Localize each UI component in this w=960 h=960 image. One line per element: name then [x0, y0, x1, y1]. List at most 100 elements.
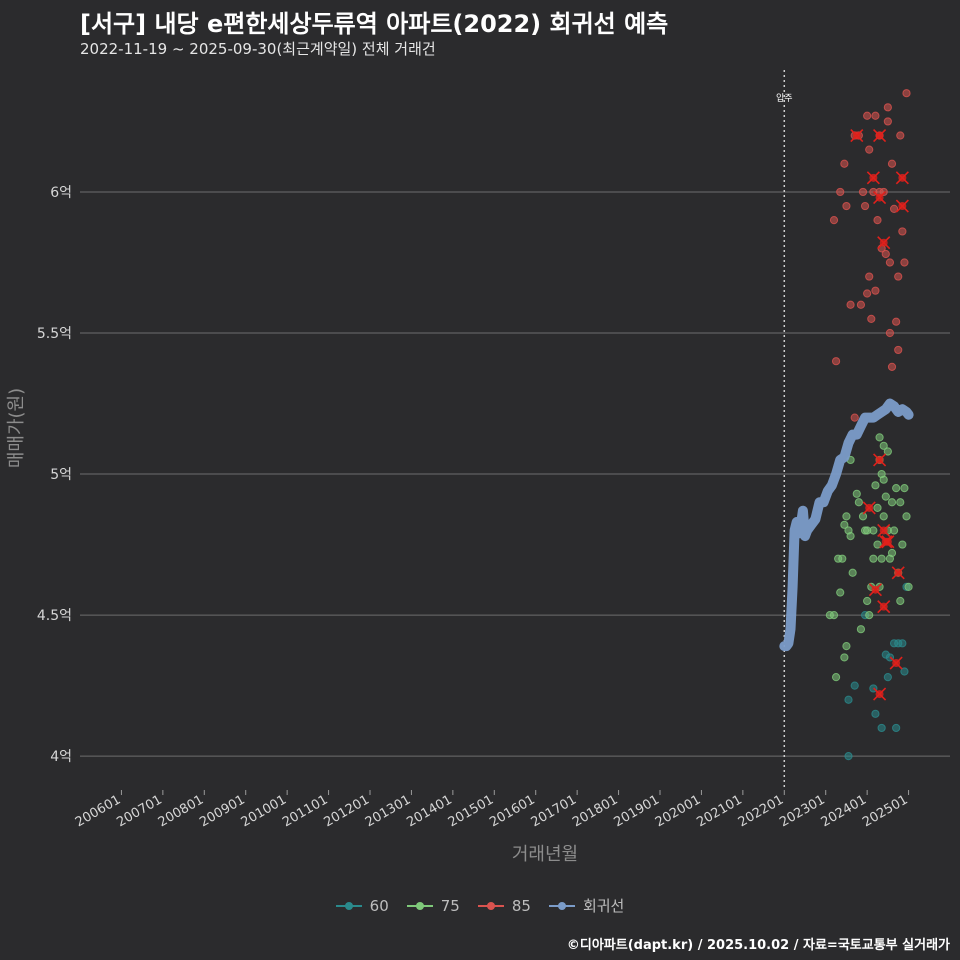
- data-point-60: [877, 723, 886, 733]
- data-point-75: [842, 642, 851, 651]
- legend-item-60: 60: [335, 895, 389, 916]
- data-point-85: [856, 300, 866, 309]
- data-point-75: [842, 512, 851, 521]
- data-point-85: [883, 103, 892, 112]
- data-point-75: [863, 596, 872, 606]
- data-point-75: [852, 489, 861, 498]
- legend: 60 75 85 회귀선: [0, 895, 960, 916]
- data-point-75: [858, 512, 868, 521]
- x-tick-label: 201301: [363, 792, 413, 830]
- data-point-85: [887, 362, 897, 371]
- x-tick-label: 201101: [280, 792, 330, 830]
- data-point-85: [896, 131, 905, 140]
- data-point-75: [896, 596, 905, 606]
- data-point-75: [840, 520, 849, 529]
- data-point-75: [848, 568, 857, 577]
- data-point-85: [858, 187, 868, 197]
- move-in-label: 입주: [776, 92, 793, 104]
- legend-key-regression: [548, 900, 575, 912]
- data-point-75: [896, 498, 905, 507]
- data-point-85: [871, 111, 880, 120]
- legend-label-regression: 회귀선: [582, 897, 625, 915]
- legend-key-75: [406, 900, 433, 912]
- x-tick-label: 200701: [114, 792, 164, 830]
- data-point-85: [892, 317, 901, 326]
- data-point-60: [844, 695, 853, 704]
- cross-marker: [873, 191, 887, 205]
- chart-subtitle: 2022-11-19 ~ 2025-09-30(최근계약일) 전체 거래건: [80, 40, 436, 58]
- data-point-75: [898, 540, 907, 549]
- x-tick-label: 201501: [446, 792, 496, 830]
- data-point-85: [887, 159, 897, 168]
- data-point-75: [869, 554, 878, 563]
- credit-text: ©디아파트(dapt.kr) / 2025.10.02 / 자료=국토교통부 실…: [566, 938, 950, 953]
- data-point-85: [836, 187, 845, 197]
- x-tick-label: 201701: [529, 792, 579, 830]
- data-point-85: [840, 159, 849, 168]
- data-point-75: [881, 492, 890, 501]
- data-point-60: [892, 723, 901, 733]
- data-point-60: [898, 639, 907, 648]
- x-axis-label: 거래년월: [512, 844, 578, 865]
- cross-marker: [889, 656, 903, 670]
- x-tick-label: 202301: [777, 792, 827, 830]
- y-tick-label: 6억: [50, 185, 72, 201]
- data-point-85: [894, 345, 903, 355]
- cross-marker: [877, 236, 891, 250]
- cross-marker: [873, 453, 887, 467]
- data-point-75: [865, 610, 874, 620]
- data-point-85: [883, 117, 892, 126]
- data-point-75: [879, 441, 888, 450]
- y-tick-label: 5.5억: [37, 326, 72, 342]
- data-point-75: [879, 475, 888, 484]
- x-tick-label: 200601: [73, 792, 123, 830]
- cross-marker: [866, 171, 880, 185]
- x-tick-label: 202401: [819, 792, 869, 830]
- data-point-75: [873, 503, 882, 512]
- x-tick-label: 202101: [694, 792, 744, 830]
- data-point-85: [889, 204, 899, 213]
- data-point-60: [844, 752, 853, 761]
- data-point-75: [902, 512, 911, 521]
- y-tick-label: 5억: [50, 467, 72, 483]
- data-point-85: [871, 286, 880, 295]
- x-tick-label: 201001: [239, 792, 289, 830]
- cross-marker: [891, 566, 905, 580]
- data-point-85: [831, 357, 841, 366]
- data-point-75: [879, 512, 888, 521]
- data-point-75: [856, 625, 866, 634]
- cross-marker: [873, 128, 887, 143]
- data-point-85: [829, 216, 839, 225]
- data-point-75: [838, 554, 847, 563]
- cross-marker: [895, 171, 909, 185]
- legend-key-85: [477, 900, 504, 912]
- data-point-85: [842, 201, 851, 211]
- cross-marker: [850, 128, 864, 143]
- data-point-75: [831, 673, 841, 682]
- legend-label-60: 60: [369, 896, 389, 915]
- legend-item-85: 85: [477, 895, 531, 916]
- data-point-60: [850, 681, 859, 690]
- data-point-75: [863, 526, 872, 535]
- x-tick-label: 201801: [570, 792, 620, 830]
- y-tick-label: 4.5억: [37, 608, 72, 624]
- x-tick-label: 201401: [404, 792, 454, 830]
- data-point-75: [889, 526, 899, 535]
- data-point-85: [846, 300, 855, 309]
- cross-marker: [895, 199, 909, 213]
- legend-label-85: 85: [511, 896, 531, 915]
- data-point-75: [829, 610, 839, 620]
- x-tick-label: 201901: [612, 792, 662, 830]
- x-tick-label: 201601: [487, 792, 537, 830]
- cross-marker: [877, 600, 891, 614]
- data-point-85: [881, 249, 890, 259]
- data-point-85: [865, 272, 874, 281]
- data-point-85: [867, 314, 876, 323]
- data-point-85: [885, 258, 895, 267]
- legend-item-regression: 회귀선: [548, 895, 625, 916]
- data-point-60: [883, 673, 892, 682]
- legend-key-60: [335, 900, 362, 912]
- cross-marker: [868, 583, 882, 597]
- data-point-75: [904, 582, 913, 591]
